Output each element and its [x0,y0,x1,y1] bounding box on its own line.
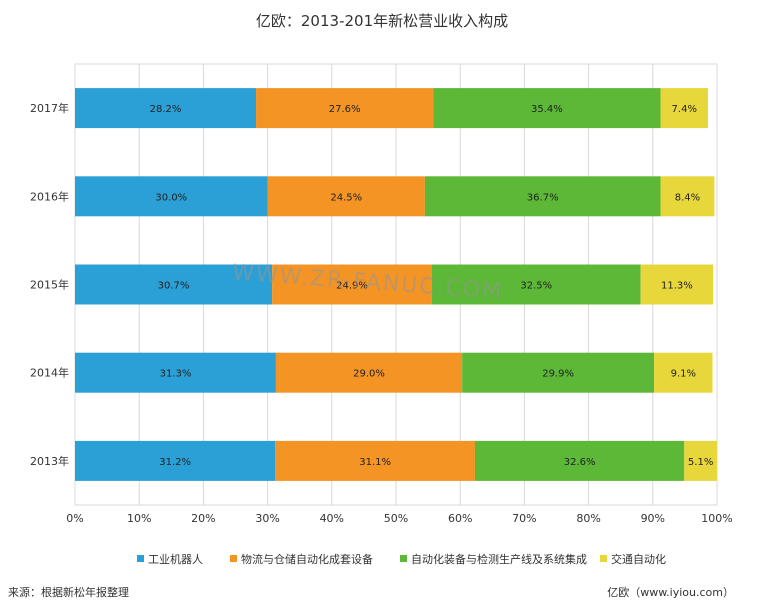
data-label: 11.3% [661,281,693,292]
bars-layer [75,88,717,481]
legend-swatch [137,555,144,562]
x-tick-label: 40% [320,512,344,525]
data-label: 30.7% [158,281,190,292]
bar-segment [272,264,432,305]
bar-segment [462,352,655,393]
data-label: 36.7% [527,192,559,203]
data-label: 31.3% [160,369,192,380]
bar-segment [474,440,685,481]
bar-segment [433,88,661,129]
data-label: 31.1% [359,457,391,468]
bar-segment [275,440,475,481]
bar-segment [660,88,709,129]
x-tick-label: 90% [641,512,665,525]
data-label: 35.4% [531,104,563,115]
bar-segment [256,88,434,129]
bar-segment [75,176,268,217]
data-label: 29.9% [542,369,574,380]
x-tick-label: 100% [701,512,732,525]
legend-swatch [230,555,237,562]
y-category-label: 2017年 [30,101,69,115]
data-label: 31.2% [159,457,191,468]
credit-note: 亿欧（www.iyiou.com） [607,586,734,599]
bar-segment [654,352,713,393]
legend-swatch [600,555,607,562]
data-label: 29.0% [353,369,385,380]
x-tick-label: 20% [191,512,215,525]
bar-segment [75,352,276,393]
legend-item: 物流与仓储自动化成套设备 [230,551,373,567]
legend-item: 交通自动化 [600,551,666,567]
data-label: 32.5% [520,281,552,292]
x-tick-label: 30% [255,512,279,525]
legend-label: 自动化装备与检测生产线及系统集成 [411,553,587,566]
data-label: 27.6% [329,104,361,115]
bar-segment [75,440,276,481]
legend-swatch [400,555,407,562]
data-label: 9.1% [671,369,696,380]
chart-title: 亿欧：2013-201年新松营业收入构成 [255,12,509,30]
bar-segment [431,264,641,305]
footer: 来源：根据新松年报整理 亿欧（www.iyiou.com） [0,584,764,604]
y-category-label: 2016年 [30,189,69,203]
bar-segment [275,352,463,393]
bar-segment [75,264,273,305]
axis-layer: 0% 10% 20% 30% 40% 50% 60% 70% 80% 90% 100% 2017年 20… [30,101,733,525]
bar-segment [424,176,661,217]
data-label: 32.6% [564,457,596,468]
x-tick-label: 80% [576,512,600,525]
data-label: 24.9% [336,281,368,292]
legend-label: 交通自动化 [611,553,666,566]
bar-segment [75,88,257,129]
bar-segment [640,264,714,305]
legend-item: 自动化装备与检测生产线及系统集成 [400,551,587,567]
y-category-label: 2013年 [30,454,69,468]
x-tick-label: 0% [66,512,83,525]
source-note: 来源：根据新松年报整理 [8,586,129,599]
x-tick-label: 70% [512,512,536,525]
x-tick-label: 10% [127,512,151,525]
data-label: 8.4% [675,192,700,203]
labels-layer: 28.2% 27.6% 35.4% 7.4% 30.0% 24.5% 36.7% 8.4% 30… [150,104,714,468]
data-label: 30.0% [155,192,187,203]
legend-label: 物流与仓储自动化成套设备 [241,553,373,566]
x-tick-label: 50% [384,512,408,525]
y-category-label: 2014年 [30,366,69,380]
stacked-bar-chart: 28.2% 27.6% 35.4% 7.4% 30.0% 24.5% 36.7% 8.4% 30… [30,63,733,525]
legend-label: 工业机器人 [148,553,203,566]
chart-legend: 工业机器人 物流与仓储自动化成套设备 自动化装备与检测生产线及系统集成 交通自动化 [0,551,764,569]
y-category-label: 2015年 [30,278,69,292]
data-label: 7.4% [672,104,697,115]
bar-segment [267,176,425,217]
data-label: 28.2% [150,104,182,115]
x-tick-label: 60% [448,512,472,525]
data-label: 5.1% [688,457,713,468]
bar-segment [684,440,717,481]
bar-segment [660,176,715,217]
data-label: 24.5% [330,192,362,203]
legend-item: 工业机器人 [137,551,203,567]
